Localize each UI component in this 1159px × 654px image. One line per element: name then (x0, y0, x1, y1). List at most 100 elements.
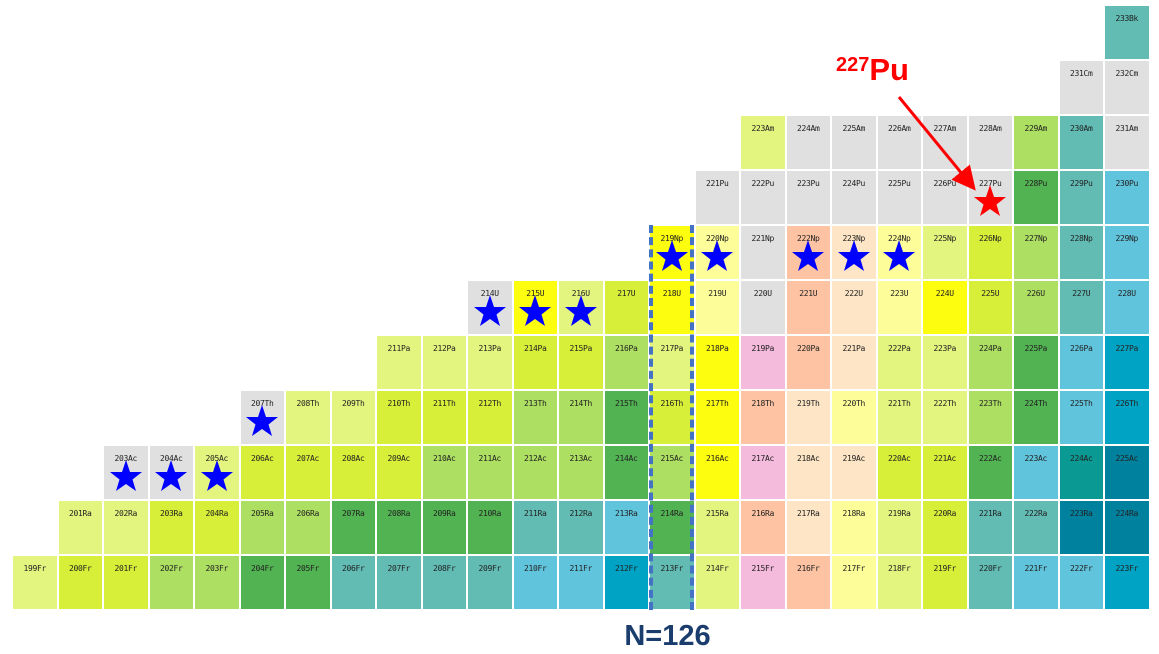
nuclide-cell-211Pa: 211Pa (376, 335, 422, 390)
nuclide-cell-205Fr: 205Fr (285, 555, 331, 610)
nuclide-label: 218U (662, 289, 681, 298)
nuclide-cell-224Pa: 224Pa (967, 335, 1013, 390)
blue-star-icon (882, 239, 916, 273)
nuclide-cell-214Ac: 214Ac (603, 445, 649, 500)
nuclide-label: 226Am (887, 124, 911, 133)
nuclide-cell-217Fr: 217Fr (831, 555, 877, 610)
nuclide-label: 201Ra (68, 509, 92, 518)
nuclide-cell-219Ra: 219Ra (876, 500, 922, 555)
nuclide-cell-220Pa: 220Pa (785, 335, 831, 390)
nuclide-label: 216Pa (614, 344, 638, 353)
nuclide-cell-222Th: 222Th (922, 390, 968, 445)
nuclide-label: 199Fr (23, 564, 47, 573)
nuclide-cell-233Bk: 233Bk (1104, 5, 1150, 60)
nuclide-cell-214Ra: 214Ra (649, 500, 695, 555)
nuclide-label: 233Bk (1115, 14, 1139, 23)
nuclide-cell-208Ac: 208Ac (330, 445, 376, 500)
nuclide-cell-225Pu: 225Pu (876, 170, 922, 225)
nuclide-label: 221Pu (705, 179, 729, 188)
nuclide-cell-220Ac: 220Ac (876, 445, 922, 500)
nuclide-label: 227Pu (978, 179, 1002, 188)
nuclide-cell-214Pa: 214Pa (512, 335, 558, 390)
nuclide-label: 216Ra (751, 509, 775, 518)
nuclide-label: 227U (1072, 289, 1091, 298)
nuclide-cell-199Fr: 199Fr (12, 555, 58, 610)
nuclide-cell-202Ra: 202Ra (103, 500, 149, 555)
nuclide-cell-207Ac: 207Ac (285, 445, 331, 500)
nuclide-label: 217U (617, 289, 636, 298)
nuclide-label: 232Cm (1115, 69, 1139, 78)
nuclide-cell-231Cm: 231Cm (1058, 60, 1104, 115)
nuclide-label: 213Ac (569, 454, 593, 463)
blue-star-icon (564, 294, 598, 328)
nuclide-label: 211Th (432, 399, 456, 408)
nuclide-cell-200Fr: 200Fr (57, 555, 103, 610)
nuclide-cell-212Ra: 212Ra (558, 500, 604, 555)
n126-label: N=126 (624, 620, 711, 652)
nuclide-cell-220Fr: 220Fr (967, 555, 1013, 610)
nuclide-cell-217Ra: 217Ra (785, 500, 831, 555)
nuclide-cell-226Pa: 226Pa (1058, 335, 1104, 390)
blue-star-icon (700, 239, 734, 273)
nuclide-cell-221Pa: 221Pa (831, 335, 877, 390)
nuclide-cell-225U: 225U (967, 280, 1013, 335)
nuclide-label: 211Ac (478, 454, 502, 463)
nuclide-label: 203Ac (114, 454, 138, 463)
nuclide-cell-212Fr: 212Fr (603, 555, 649, 610)
nuclide-label: 216Ac (705, 454, 729, 463)
nuclide-cell-216Ac: 216Ac (694, 445, 740, 500)
nuclide-label: 225Pa (1024, 344, 1048, 353)
nuclide-label: 204Ra (205, 509, 229, 518)
nuclide-label: 217Ra (796, 509, 820, 518)
nuclide-label: 212Fr (614, 564, 638, 573)
nuclide-cell-224Th: 224Th (1013, 390, 1059, 445)
nuclide-cell-211Th: 211Th (421, 390, 467, 445)
nuclide-cell-218Fr: 218Fr (876, 555, 922, 610)
nuclide-label: 225Pu (887, 179, 911, 188)
nuclide-cell-225Pa: 225Pa (1013, 335, 1059, 390)
nuclide-label: 223Th (978, 399, 1002, 408)
nuclide-cell-218Pa: 218Pa (694, 335, 740, 390)
nuclide-label: 207Fr (387, 564, 411, 573)
nuclide-label: 226Th (1115, 399, 1139, 408)
nuclide-cell-201Fr: 201Fr (103, 555, 149, 610)
nuclide-label: 215U (526, 289, 545, 298)
nuclide-cell-211Ra: 211Ra (512, 500, 558, 555)
nuclide-label: 221Ra (978, 509, 1002, 518)
nuclide-cell-216Fr: 216Fr (785, 555, 831, 610)
nuclide-label: 222Pa (887, 344, 911, 353)
nuclide-label: 209Ac (387, 454, 411, 463)
nuclide-label: 226Pa (1069, 344, 1093, 353)
nuclide-label: 207Ac (296, 454, 320, 463)
nuclide-cell-210Ra: 210Ra (467, 500, 513, 555)
nuclide-cell-204Ra: 204Ra (194, 500, 240, 555)
nuclide-label: 209Th (341, 399, 365, 408)
nuclide-cell-226U: 226U (1013, 280, 1059, 335)
nuclide-label: 230Am (1069, 124, 1093, 133)
nuclide-label: 203Fr (205, 564, 229, 573)
nuclide-label: 204Ac (159, 454, 183, 463)
nuclide-label: 202Ra (114, 509, 138, 518)
nuclide-label: 223Am (751, 124, 775, 133)
nuclide-cell-203Fr: 203Fr (194, 555, 240, 610)
nuclide-cell-201Ra: 201Ra (57, 500, 103, 555)
nuclide-label: 223Pu (796, 179, 820, 188)
nuclide-cell-227Am: 227Am (922, 115, 968, 170)
nuclide-label: 210Ra (478, 509, 502, 518)
nuclide-label: 219Th (796, 399, 820, 408)
nuclide-label: 228Np (1069, 234, 1093, 243)
nuclide-label: 218Ac (796, 454, 820, 463)
nuclide-label: 207Th (250, 399, 274, 408)
nuclide-label: 221Ac (933, 454, 957, 463)
nuclide-cell-223Ac: 223Ac (1013, 445, 1059, 500)
n126-dashed-box (649, 225, 694, 610)
nuclide-cell-228Np: 228Np (1058, 225, 1104, 280)
nuclide-label: 204Fr (250, 564, 274, 573)
nuclide-label: 216Fr (796, 564, 820, 573)
blue-star-icon (837, 239, 871, 273)
nuclide-label: 217Th (705, 399, 729, 408)
nuclide-label: 214Th (569, 399, 593, 408)
nuclide-label: 213Th (523, 399, 547, 408)
nuclide-label: 215Pa (569, 344, 593, 353)
nuclide-label: 205Fr (296, 564, 320, 573)
